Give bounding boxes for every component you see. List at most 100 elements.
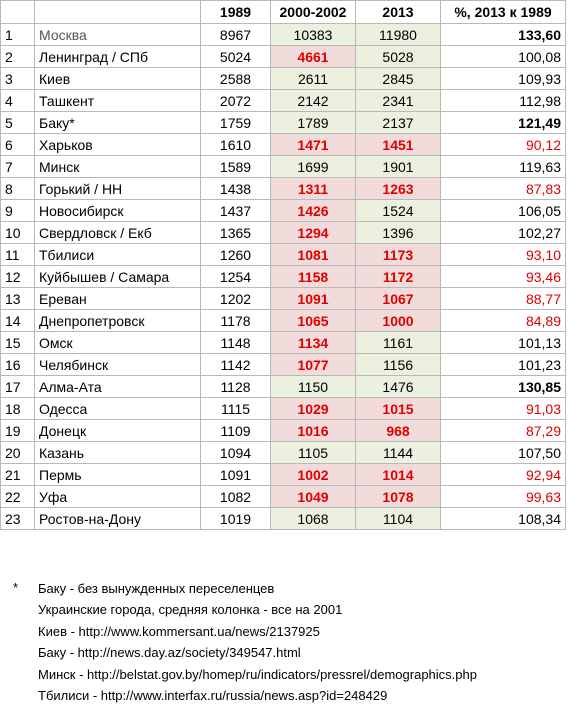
header-index[interactable] xyxy=(0,0,35,24)
city-name[interactable]: Донецк xyxy=(34,419,201,442)
percent-2013-vs-1989[interactable]: 107,50 xyxy=(440,441,566,464)
value-2013[interactable]: 1901 xyxy=(355,155,441,178)
value-1989[interactable]: 1178 xyxy=(200,309,271,332)
row-index[interactable]: 17 xyxy=(0,375,35,398)
row-index[interactable]: 1 xyxy=(0,23,35,46)
percent-2013-vs-1989[interactable]: 93,46 xyxy=(440,265,566,288)
row-index[interactable]: 16 xyxy=(0,353,35,376)
value-2000-2002[interactable]: 1699 xyxy=(270,155,356,178)
percent-2013-vs-1989[interactable]: 108,34 xyxy=(440,507,566,530)
header-2000-2002[interactable]: 2000-2002 xyxy=(270,0,356,24)
city-name[interactable]: Казань xyxy=(34,441,201,464)
city-name[interactable]: Харьков xyxy=(34,133,201,156)
city-name[interactable]: Ленинград / СПб xyxy=(34,45,201,68)
value-2013[interactable]: 1014 xyxy=(355,463,441,486)
row-index[interactable]: 23 xyxy=(0,507,35,530)
percent-2013-vs-1989[interactable]: 87,83 xyxy=(440,177,566,200)
row-index[interactable]: 5 xyxy=(0,111,35,134)
value-1989[interactable]: 1142 xyxy=(200,353,271,376)
percent-2013-vs-1989[interactable]: 100,08 xyxy=(440,45,566,68)
city-name[interactable]: Омск xyxy=(34,331,201,354)
value-2000-2002[interactable]: 1091 xyxy=(270,287,356,310)
percent-2013-vs-1989[interactable]: 92,94 xyxy=(440,463,566,486)
value-2000-2002[interactable]: 1081 xyxy=(270,243,356,266)
value-2000-2002[interactable]: 1049 xyxy=(270,485,356,508)
row-index[interactable]: 9 xyxy=(0,199,35,222)
percent-2013-vs-1989[interactable]: 87,29 xyxy=(440,419,566,442)
city-name[interactable]: Новосибирск xyxy=(34,199,201,222)
percent-2013-vs-1989[interactable]: 90,12 xyxy=(440,133,566,156)
value-1989[interactable]: 8967 xyxy=(200,23,271,46)
percent-2013-vs-1989[interactable]: 84,89 xyxy=(440,309,566,332)
value-2013[interactable]: 1104 xyxy=(355,507,441,530)
city-name[interactable]: Одесса xyxy=(34,397,201,420)
value-2013[interactable]: 1396 xyxy=(355,221,441,244)
value-2013[interactable]: 1161 xyxy=(355,331,441,354)
value-1989[interactable]: 1759 xyxy=(200,111,271,134)
city-name[interactable]: Ростов-на-Дону xyxy=(34,507,201,530)
value-2013[interactable]: 2341 xyxy=(355,89,441,112)
row-index[interactable]: 22 xyxy=(0,485,35,508)
percent-2013-vs-1989[interactable]: 119,63 xyxy=(440,155,566,178)
value-2000-2002[interactable]: 4661 xyxy=(270,45,356,68)
city-name[interactable]: Свердловск / Екб xyxy=(34,221,201,244)
value-1989[interactable]: 1365 xyxy=(200,221,271,244)
value-2013[interactable]: 5028 xyxy=(355,45,441,68)
value-2013[interactable]: 1172 xyxy=(355,265,441,288)
percent-2013-vs-1989[interactable]: 130,85 xyxy=(440,375,566,398)
row-index[interactable]: 2 xyxy=(0,45,35,68)
value-2013[interactable]: 1015 xyxy=(355,397,441,420)
percent-2013-vs-1989[interactable]: 101,13 xyxy=(440,331,566,354)
value-1989[interactable]: 1254 xyxy=(200,265,271,288)
value-1989[interactable]: 1437 xyxy=(200,199,271,222)
city-name[interactable]: Ереван xyxy=(34,287,201,310)
value-1989[interactable]: 1094 xyxy=(200,441,271,464)
percent-2013-vs-1989[interactable]: 109,93 xyxy=(440,67,566,90)
value-1989[interactable]: 1082 xyxy=(200,485,271,508)
value-2000-2002[interactable]: 1158 xyxy=(270,265,356,288)
value-1989[interactable]: 1438 xyxy=(200,177,271,200)
percent-2013-vs-1989[interactable]: 101,23 xyxy=(440,353,566,376)
value-2013[interactable]: 1000 xyxy=(355,309,441,332)
value-2013[interactable]: 1144 xyxy=(355,441,441,464)
row-index[interactable]: 11 xyxy=(0,243,35,266)
percent-2013-vs-1989[interactable]: 106,05 xyxy=(440,199,566,222)
row-index[interactable]: 13 xyxy=(0,287,35,310)
value-1989[interactable]: 5024 xyxy=(200,45,271,68)
city-name[interactable]: Баку* xyxy=(34,111,201,134)
row-index[interactable]: 21 xyxy=(0,463,35,486)
row-index[interactable]: 8 xyxy=(0,177,35,200)
city-name[interactable]: Горький / НН xyxy=(34,177,201,200)
value-2000-2002[interactable]: 1426 xyxy=(270,199,356,222)
header-2013[interactable]: 2013 xyxy=(355,0,441,24)
value-2000-2002[interactable]: 1150 xyxy=(270,375,356,398)
row-index[interactable]: 7 xyxy=(0,155,35,178)
percent-2013-vs-1989[interactable]: 102,27 xyxy=(440,221,566,244)
value-1989[interactable]: 1260 xyxy=(200,243,271,266)
row-index[interactable]: 14 xyxy=(0,309,35,332)
city-name[interactable]: Челябинск xyxy=(34,353,201,376)
percent-2013-vs-1989[interactable]: 88,77 xyxy=(440,287,566,310)
value-1989[interactable]: 1589 xyxy=(200,155,271,178)
value-2000-2002[interactable]: 1077 xyxy=(270,353,356,376)
city-name[interactable]: Тбилиси xyxy=(34,243,201,266)
city-name[interactable]: Уфа xyxy=(34,485,201,508)
value-1989[interactable]: 1115 xyxy=(200,397,271,420)
value-1989[interactable]: 2588 xyxy=(200,67,271,90)
value-1989[interactable]: 1148 xyxy=(200,331,271,354)
value-2000-2002[interactable]: 1471 xyxy=(270,133,356,156)
value-1989[interactable]: 1091 xyxy=(200,463,271,486)
row-index[interactable]: 19 xyxy=(0,419,35,442)
city-name[interactable]: Минск xyxy=(34,155,201,178)
value-2013[interactable]: 1173 xyxy=(355,243,441,266)
value-2000-2002[interactable]: 1294 xyxy=(270,221,356,244)
city-name[interactable]: Алма-Ата xyxy=(34,375,201,398)
header-city[interactable] xyxy=(34,0,201,24)
value-2013[interactable]: 1078 xyxy=(355,485,441,508)
row-index[interactable]: 18 xyxy=(0,397,35,420)
value-1989[interactable]: 1128 xyxy=(200,375,271,398)
value-2000-2002[interactable]: 1068 xyxy=(270,507,356,530)
percent-2013-vs-1989[interactable]: 133,60 xyxy=(440,23,566,46)
row-index[interactable]: 10 xyxy=(0,221,35,244)
percent-2013-vs-1989[interactable]: 93,10 xyxy=(440,243,566,266)
